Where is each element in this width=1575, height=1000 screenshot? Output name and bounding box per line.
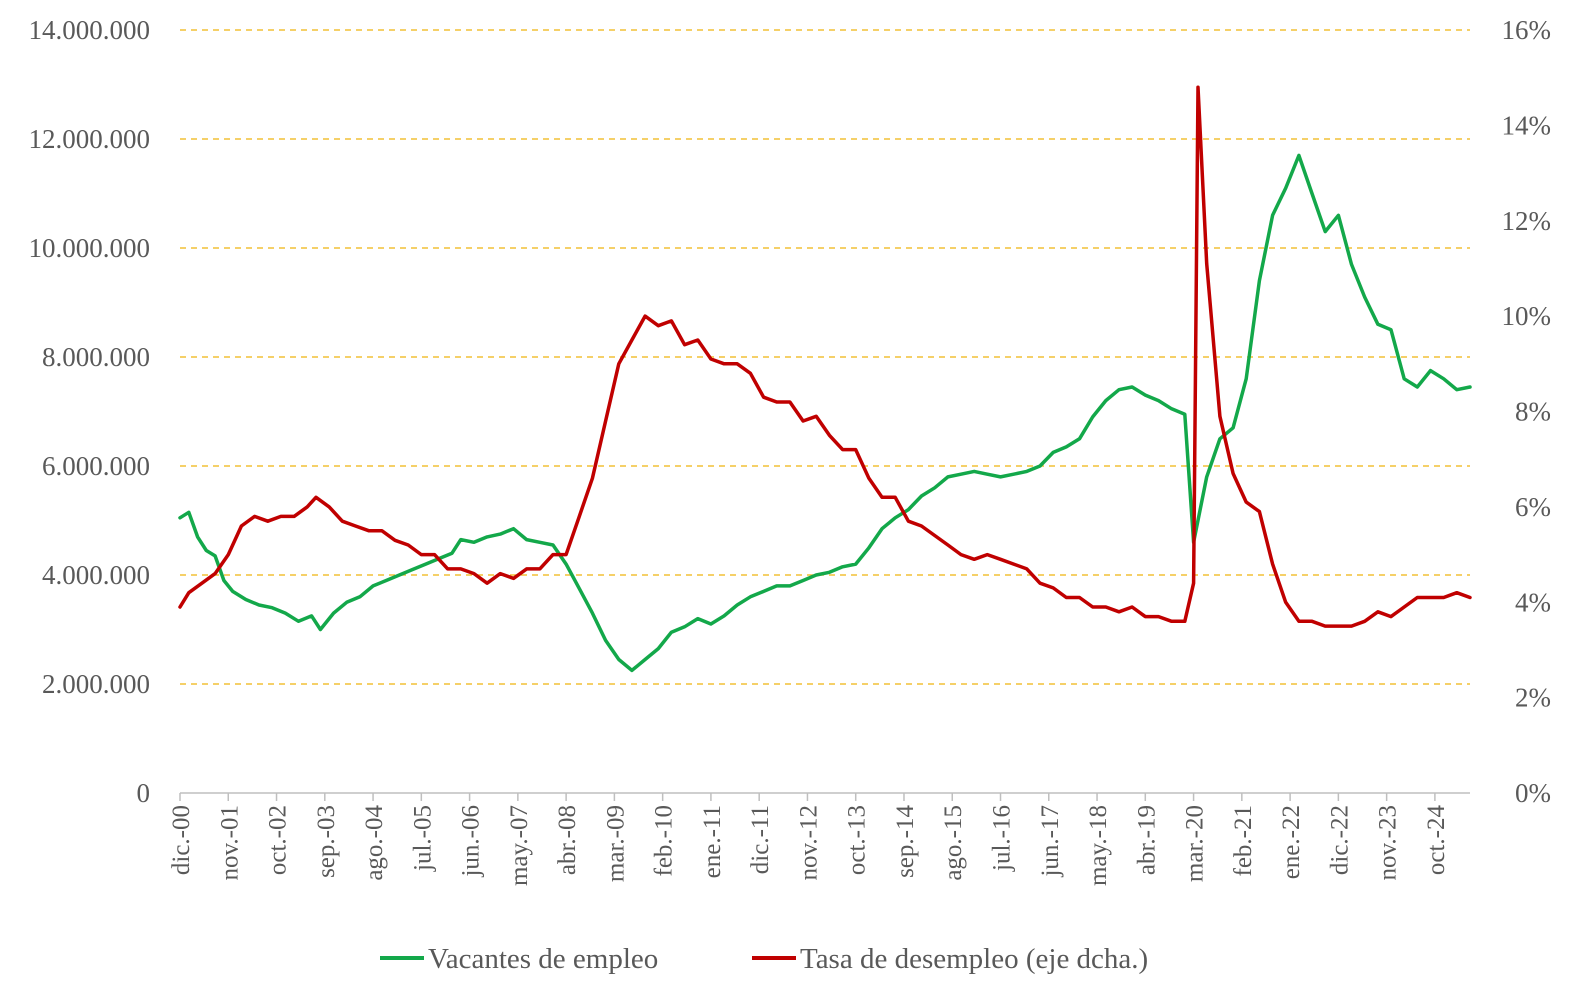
right-tick-label: 8%: [1515, 397, 1551, 427]
series-line-2: [178, 85, 1472, 628]
left-tick-label: 6.000.000: [42, 451, 150, 481]
left-tick-label: 10.000.000: [29, 233, 151, 263]
x-tick-label: ago.-15: [940, 805, 967, 881]
left-tick-label: 2.000.000: [42, 669, 150, 699]
x-tick-label: oct.-02: [265, 805, 292, 875]
x-tick-label: ene.-22: [1278, 805, 1305, 879]
x-tick-label: oct.-24: [1423, 805, 1450, 876]
x-tick-label: jul.-16: [989, 805, 1016, 872]
legend-label: Vacantes de empleo: [428, 943, 658, 975]
x-axis: dic.-00 nov.-01 oct.-02 sep.-03 ago.-04 jul.-…: [168, 793, 1450, 886]
x-tick-label: ago.-04: [361, 805, 388, 881]
left-tick-label: 14.000.000: [29, 15, 151, 45]
left-tick-label: 8.000.000: [42, 342, 150, 372]
left-tick-label: 0: [137, 778, 151, 808]
right-tick-label: 16%: [1502, 15, 1552, 45]
x-tick-label: mar.-20: [1182, 805, 1209, 882]
left-axis: 0 2.000.000 4.000.000 6.000.000 8.000.000 10.…: [29, 15, 151, 808]
right-tick-label: 6%: [1515, 492, 1551, 522]
series-lines: [178, 85, 1472, 673]
left-tick-label: 12.000.000: [29, 124, 151, 154]
legend-label: Tasa de desempleo (eje dcha.): [800, 943, 1148, 975]
x-tick-label: abr.-19: [1133, 805, 1160, 875]
x-tick-label: abr.-08: [554, 805, 581, 875]
right-tick-label: 12%: [1502, 206, 1552, 236]
right-tick-label: 14%: [1502, 110, 1552, 140]
x-tick-label: feb.-10: [651, 805, 678, 877]
x-tick-label: jul.-05: [409, 805, 436, 872]
x-tick-label: dic.-22: [1326, 805, 1353, 875]
x-tick-label: sep.-03: [313, 805, 340, 878]
right-tick-label: 0%: [1515, 778, 1551, 808]
x-tick-label: jun.-17: [1037, 805, 1064, 878]
x-tick-label: nov.-23: [1375, 805, 1402, 880]
x-tick-label: mar.-09: [602, 805, 629, 882]
right-axis: 0% 2% 4% 6% 8% 10% 12% 14% 16%: [1502, 15, 1552, 808]
x-tick-label: dic.-00: [168, 805, 195, 875]
left-tick-label: 4.000.000: [42, 560, 150, 590]
x-tick-label: jun.-06: [458, 805, 485, 878]
x-tick-label: may.-18: [1085, 805, 1112, 886]
x-tick-label: sep.-14: [892, 805, 919, 878]
x-tick-label: nov.-12: [795, 805, 822, 880]
x-tick-label: oct.-13: [844, 805, 871, 875]
right-tick-label: 4%: [1515, 587, 1551, 617]
x-tick-label: ene.-11: [699, 805, 726, 878]
legend: Vacantes de empleo Tasa de desempleo (eje…: [380, 943, 1148, 975]
x-tick-label: nov.-01: [216, 805, 243, 880]
x-tick-label: feb.-21: [1230, 805, 1257, 877]
x-tick-label: may.-07: [506, 805, 533, 886]
x-tick-label: dic.-11: [747, 805, 774, 874]
right-tick-label: 10%: [1502, 301, 1552, 331]
series-line-1: [178, 153, 1472, 673]
right-tick-label: 2%: [1515, 683, 1551, 713]
